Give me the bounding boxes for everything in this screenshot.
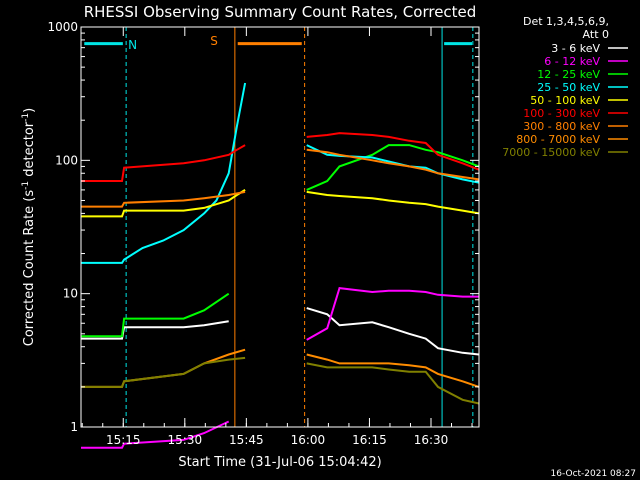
chart-title: RHESSI Observing Summary Count Rates, Co… (84, 3, 477, 21)
y-tick-label: 10 (63, 287, 78, 301)
flag-label-n: N (128, 38, 137, 52)
y-tick-label: 100 (55, 153, 78, 167)
x-tick-label: 16:15 (352, 433, 387, 447)
legend-label: 300 - 800 keV (523, 120, 600, 133)
series-line-6-seg-1 (306, 148, 480, 181)
y-tick-label: 1000 (47, 20, 78, 34)
series-line-4-seg-1 (306, 190, 480, 215)
y-axis-label: Corrected Count Rate (s-1 detector-1) (21, 108, 37, 346)
series-line-0-seg-1 (306, 307, 480, 356)
y-label-exp-1: -1 (21, 181, 31, 190)
legend-label: 6 - 12 keV (544, 55, 600, 68)
series-line-1-seg-0 (81, 420, 230, 449)
series-line-7-seg-1 (306, 353, 480, 388)
y-axis-ticks: 1 10 100 1000 (47, 20, 479, 434)
legend-label: 7000 - 15000 keV (502, 146, 600, 159)
series-line-8-seg-0 (81, 356, 246, 388)
x-axis-label: Start Time (31-Jul-06 15:04:42) (178, 455, 381, 470)
x-tick-label: 16:30 (414, 433, 449, 447)
footer-date: 16-Oct-2021 08:27 (551, 469, 636, 479)
series-line-5-seg-1 (306, 132, 480, 171)
x-tick-label: 15:30 (168, 433, 203, 447)
y-label-part-a: Corrected Count Rate (s (22, 190, 37, 347)
series-line-4-seg-0 (81, 189, 246, 218)
x-tick-label: 15:15 (106, 433, 141, 447)
series-line-8-seg-1 (306, 362, 480, 405)
flag-label-s: S (210, 34, 218, 48)
legend-label: 100 - 300 keV (523, 107, 600, 120)
legend-header-1: Det 1,3,4,5,6,9, (523, 15, 609, 28)
x-tick-label: 16:00 (291, 433, 326, 447)
legend-label: 800 - 7000 keV (516, 133, 600, 146)
legend-label: 12 - 25 keV (537, 68, 600, 81)
plot-frame (80, 26, 480, 428)
legend-label: 3 - 6 keV (551, 42, 600, 55)
x-axis-ticks: 15:15 15:30 15:45 16:00 16:15 16:30 (81, 27, 473, 447)
y-tick-label: 1 (70, 420, 78, 434)
y-label-part-c: ) (22, 108, 37, 113)
series-line-6-seg-0 (81, 190, 246, 208)
series-lines (81, 82, 480, 449)
legend-header-2: Att 0 (583, 28, 609, 41)
series-line-2-seg-0 (81, 292, 230, 338)
series-line-1-seg-1 (306, 287, 479, 341)
y-label-part-b: detector (22, 121, 37, 181)
series-line-5-seg-0 (81, 144, 246, 182)
series-line-3-seg-0 (81, 82, 247, 264)
x-tick-label: 15:45 (229, 433, 264, 447)
series-line-0-seg-0 (81, 320, 229, 340)
series-line-2-seg-1 (306, 144, 480, 191)
legend-label: 50 - 100 keV (530, 94, 600, 107)
legend-label: 25 - 50 keV (537, 81, 600, 94)
y-label-exp-2: -1 (21, 113, 31, 122)
